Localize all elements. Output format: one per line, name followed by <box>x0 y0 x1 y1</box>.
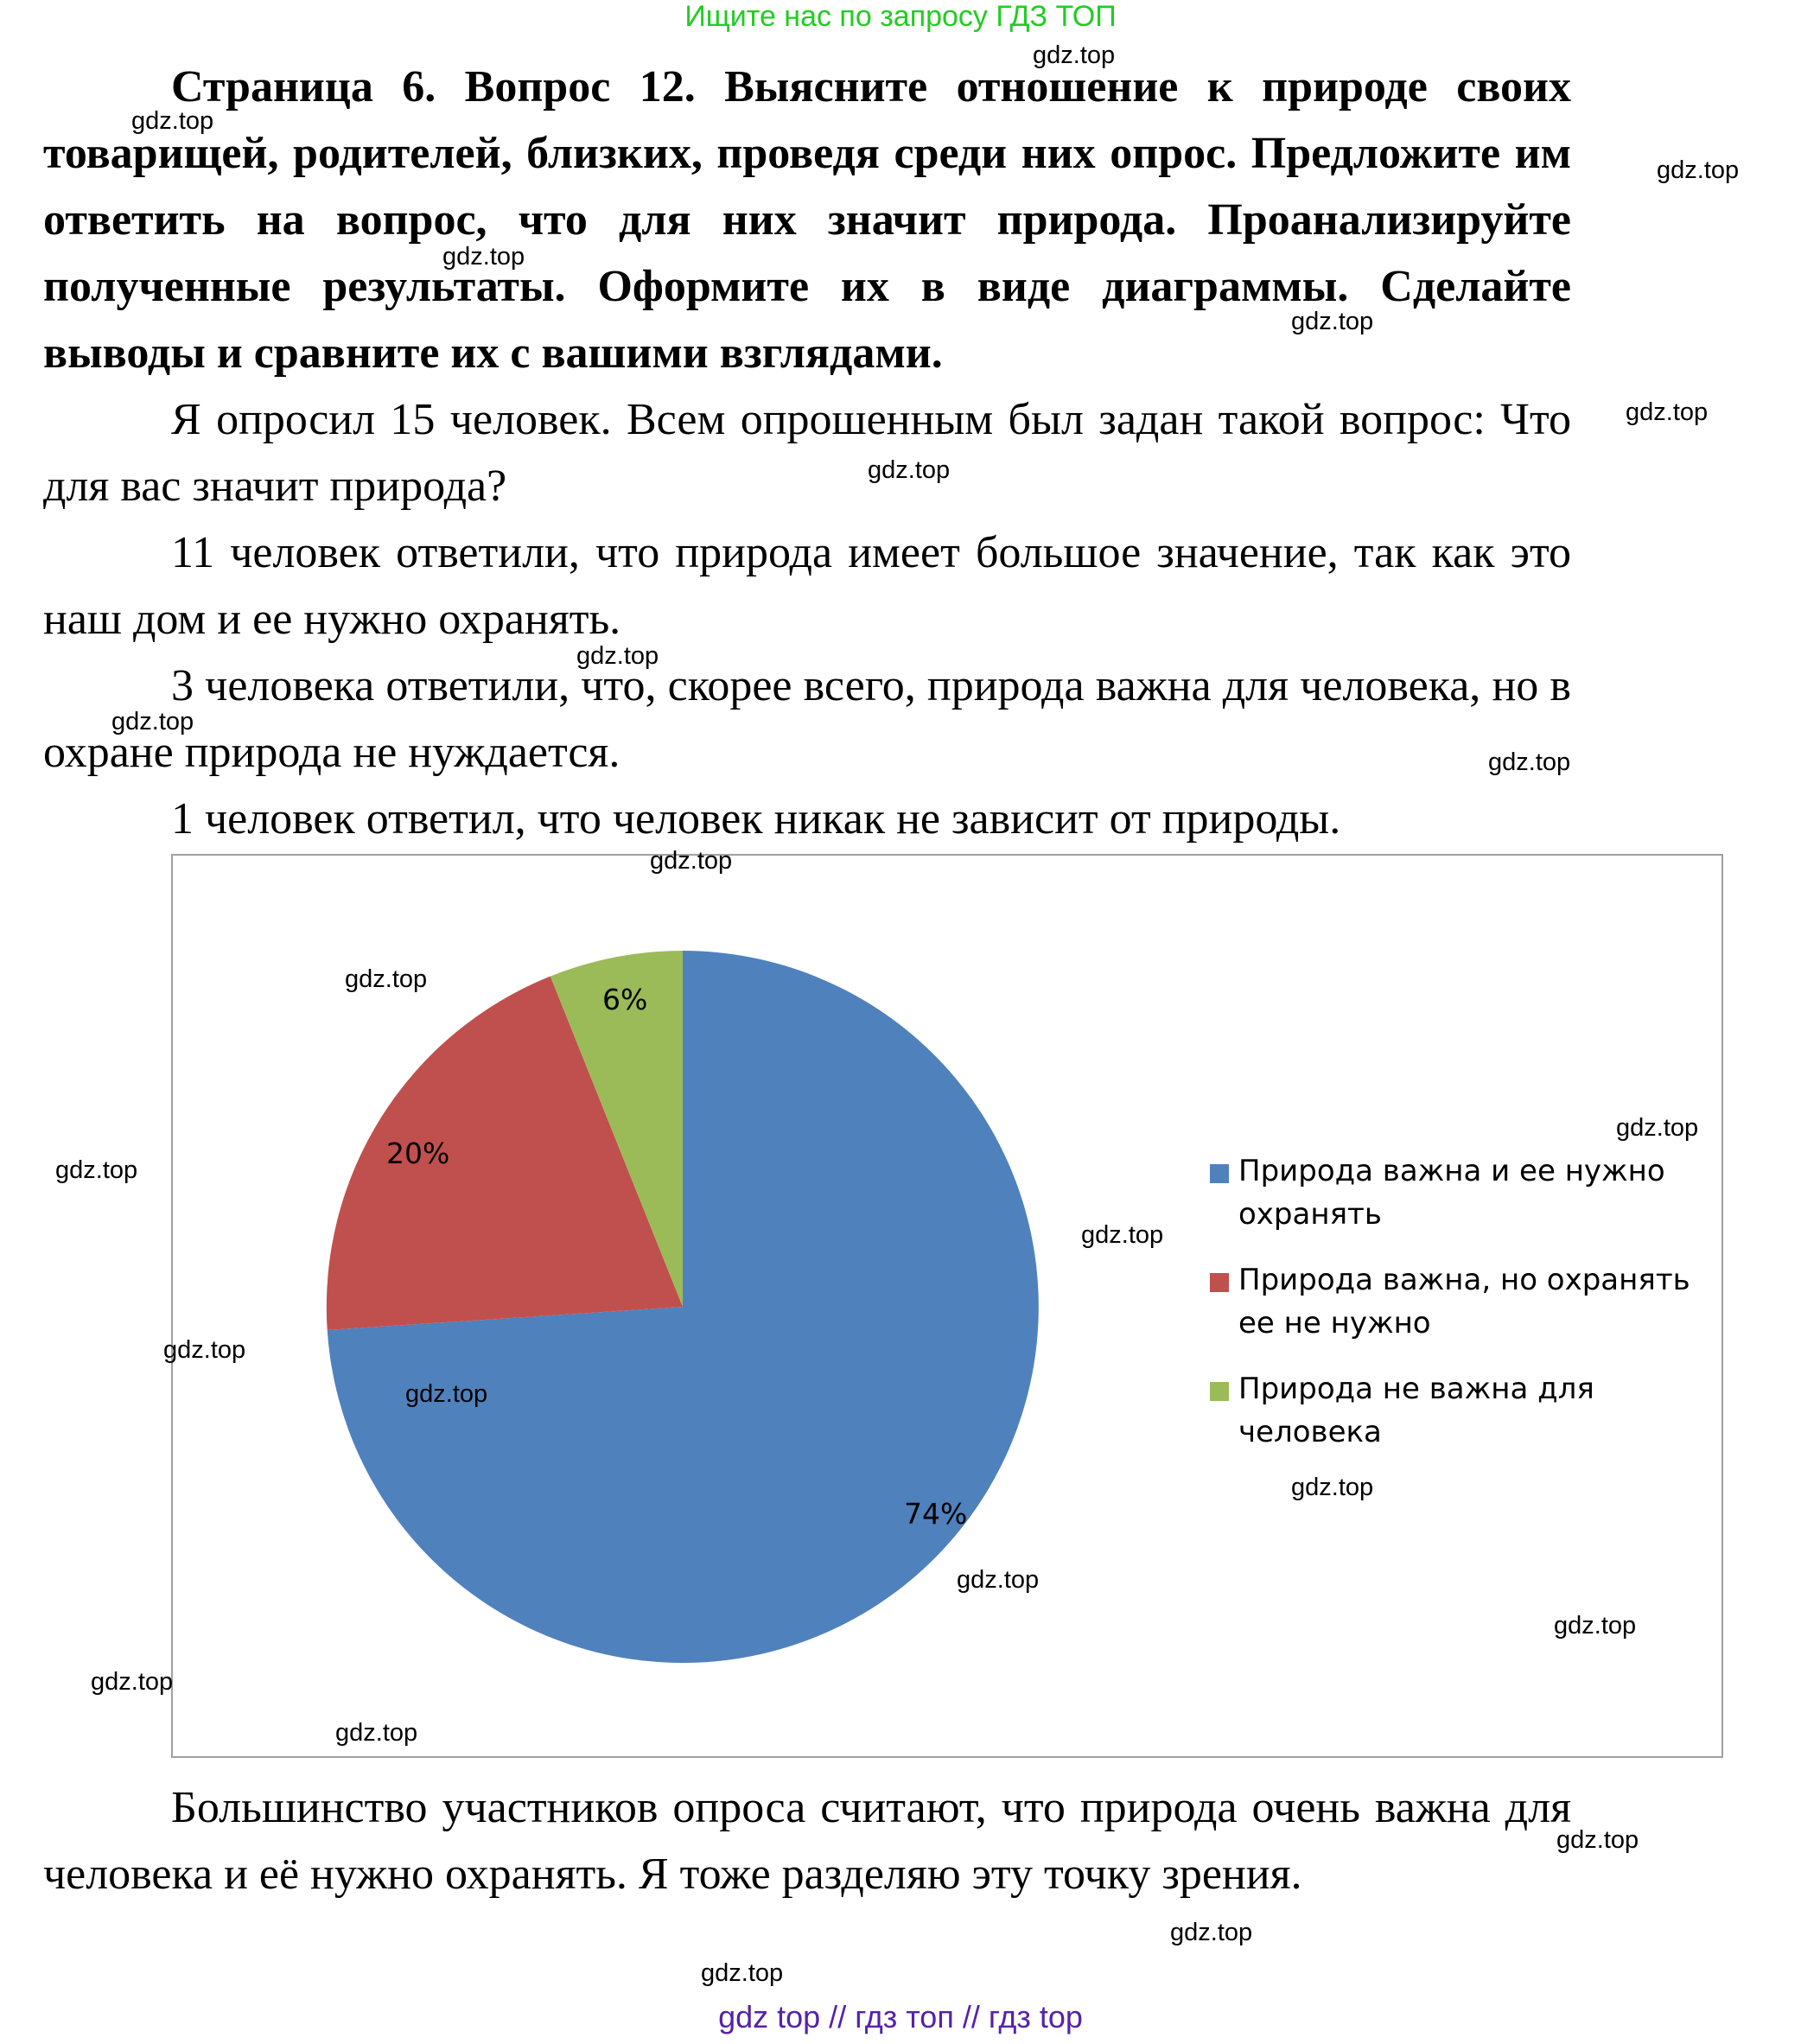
heading-line: Предложите им ответить на вопрос, что дл… <box>43 129 1571 245</box>
heading-line: своих товарищей, родителей, близких, про… <box>43 62 1572 178</box>
pie-slice-important-no-protect <box>326 976 683 1330</box>
watermark: gdz.top <box>1616 1114 1699 1142</box>
chart-legend: Природа важна и ее нужно охранять Природ… <box>1210 1149 1711 1476</box>
paragraph-conclusion: Большинство участников опроса считают, ч… <box>43 1783 1571 1899</box>
legend-item-protect: Природа важна и ее нужно охранять <box>1210 1149 1711 1236</box>
heading-line: диаграммы. Сделайте выводы и сравните их… <box>43 262 1572 378</box>
watermark: gdz.top <box>957 1566 1040 1594</box>
watermark: gdz.top <box>701 1959 784 1987</box>
search-banner: Ищите нас по запросу ГДЗ ТОП <box>684 0 1117 33</box>
chart-frame <box>171 854 1723 1758</box>
legend-item-no-protect: Природа важна, но охранять ее не нужно <box>1210 1258 1711 1345</box>
data-label-6: 6% <box>602 983 647 1016</box>
watermark: gdz.top <box>1556 1826 1639 1854</box>
paragraph-answer-1: 11 человек ответили, что природа имеет б… <box>43 528 1571 644</box>
watermark: gdz.top <box>1554 1612 1637 1640</box>
footer-links: gdz top // гдз топ // гдз top <box>718 1999 1083 2034</box>
watermark: gdz.top <box>111 708 194 735</box>
legend-swatch-red <box>1210 1273 1229 1292</box>
watermark: gdz.top <box>442 243 525 271</box>
legend-item-not-important: Природа не важна для человека <box>1210 1367 1711 1454</box>
watermark: gdz.top <box>1033 41 1116 69</box>
data-label-74: 74% <box>904 1497 967 1531</box>
legend-swatch-green <box>1210 1382 1229 1401</box>
watermark: gdz.top <box>650 847 733 875</box>
pie-slice-not-important <box>550 951 683 1307</box>
heading-line: Страница 6. Вопрос 12. Выясните отношени… <box>171 62 1428 111</box>
watermark: gdz.top <box>55 1156 138 1184</box>
watermark: gdz.top <box>1488 748 1571 776</box>
legend-swatch-blue <box>1210 1164 1229 1183</box>
watermark: gdz.top <box>1170 1919 1253 1946</box>
watermark: gdz.top <box>131 107 214 135</box>
legend-label: Природа важна и ее нужно охранять <box>1238 1154 1665 1232</box>
watermark: gdz.top <box>163 1336 246 1364</box>
heading-line: Проанализируйте полученные результаты. О… <box>43 195 1572 311</box>
paragraph-answer-3: 1 человек ответил, что человек никак не … <box>171 794 1341 844</box>
watermark: gdz.top <box>405 1380 488 1408</box>
watermark: gdz.top <box>1291 308 1374 335</box>
question-heading: Страница 6. Вопрос 12. Выясните отношени… <box>43 54 1571 386</box>
watermark: gdz.top <box>868 456 951 484</box>
watermark: gdz.top <box>1657 156 1740 184</box>
watermark: gdz.top <box>1626 398 1709 426</box>
watermark: gdz.top <box>1291 1474 1374 1501</box>
watermark: gdz.top <box>335 1719 418 1747</box>
watermark: gdz.top <box>345 965 428 993</box>
paragraph-survey: Я опросил 15 человек. Всем опрошенным бы… <box>43 395 1571 511</box>
pie-slice-protect <box>327 951 1039 1663</box>
data-label-20: 20% <box>386 1137 449 1170</box>
watermark: gdz.top <box>1081 1221 1164 1249</box>
paragraph-answer-2: 3 человека ответили, что, скорее всего, … <box>43 661 1571 777</box>
watermark: gdz.top <box>91 1668 174 1696</box>
watermark: gdz.top <box>576 642 659 670</box>
legend-label: Природа важна, но охранять ее не нужно <box>1238 1263 1690 1340</box>
legend-label: Природа не важна для человека <box>1238 1372 1594 1449</box>
